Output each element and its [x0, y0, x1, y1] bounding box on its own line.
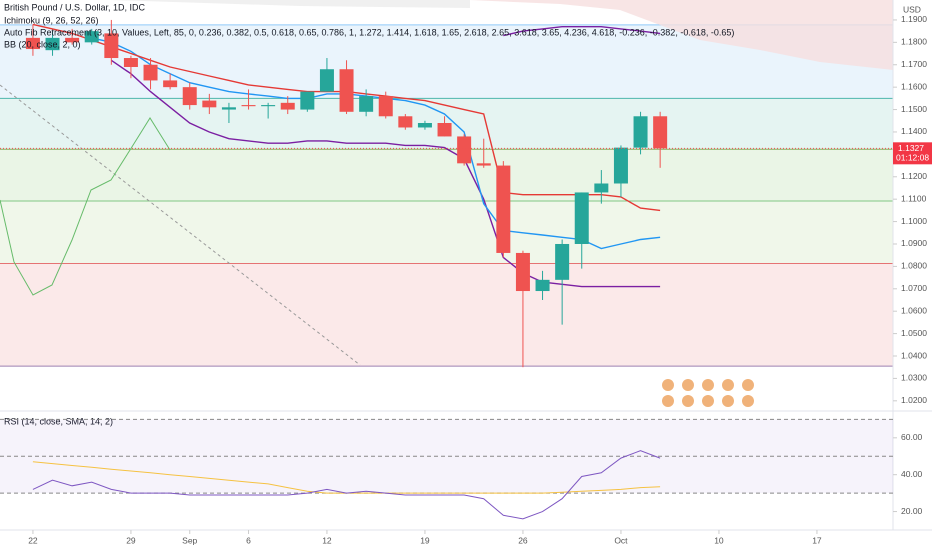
candle-body: [457, 136, 472, 164]
rsi-line: [32, 450, 661, 520]
candle-body: [535, 279, 550, 292]
fib-band: [0, 263, 893, 367]
candle-body: [398, 116, 413, 128]
x-tick-label: Oct: [614, 535, 628, 545]
x-tick-label: 10: [714, 535, 724, 545]
y-tick-label: 1.1700: [901, 59, 927, 69]
candle-body: [574, 192, 589, 244]
indicator-label: Ichimoku (9, 26, 52, 26): [4, 15, 99, 25]
candle-body: [437, 123, 452, 137]
fib-band: [0, 149, 893, 201]
candle-body: [143, 64, 158, 81]
candle-body: [104, 33, 119, 59]
fib-band: [0, 200, 893, 264]
countdown-label: 01:12:08: [896, 153, 929, 163]
lagging-span: [0, 117, 171, 296]
overlay-line: [91, 37, 661, 250]
x-tick-label: 17: [812, 535, 822, 545]
candle-body: [653, 116, 668, 149]
indicator-label: BB (20, close, 2, 0): [4, 39, 81, 49]
candle-body: [261, 105, 276, 107]
x-tick-label: 6: [246, 535, 251, 545]
overlay-line: [503, 26, 661, 37]
candle-body: [378, 96, 393, 117]
y-tick-label: 1.0500: [901, 328, 927, 338]
candle-body: [515, 252, 530, 292]
y-tick-label: 1.1900: [901, 14, 927, 24]
candle-body: [163, 80, 178, 88]
x-tick-label: 19: [420, 535, 430, 545]
rsi-label: RSI (14, close, SMA, 14, 2): [4, 416, 113, 426]
foreground-layer: [25, 19, 668, 368]
y-tick-label: 1.1400: [901, 126, 927, 136]
x-tick-label: 26: [518, 535, 528, 545]
trend-line: [0, 84, 361, 366]
candle-body: [84, 31, 99, 43]
candle-body: [594, 183, 609, 193]
last-price-box: [893, 142, 932, 165]
indicator-label: Auto Fib Retracement (3, 10, Values, Lef…: [4, 27, 734, 37]
x-tick-label: 29: [126, 535, 136, 545]
candle-body: [555, 243, 570, 280]
y-tick-label: 1.1800: [901, 37, 927, 47]
candle-body: [182, 87, 197, 106]
y-tick-label: 1.0800: [901, 261, 927, 271]
y-tick-label: 1.0200: [901, 395, 927, 405]
ichimoku-cloud: [110, 0, 470, 8]
ichimoku-cloud: [470, 0, 893, 70]
x-tick-label: 22: [28, 535, 38, 545]
candle-body: [319, 69, 334, 92]
candle-body: [476, 163, 491, 166]
candle-body: [241, 105, 256, 107]
candle-body: [45, 37, 60, 51]
candle-body: [280, 102, 295, 110]
candle-body: [496, 165, 511, 253]
overlay-line: [110, 59, 661, 288]
event-icons: [662, 379, 754, 407]
x-tick-label: 12: [322, 535, 332, 545]
y-tick-label: 60.00: [901, 432, 923, 442]
candle-body: [339, 69, 354, 112]
candle-body: [300, 91, 315, 110]
candle-body: [417, 123, 432, 128]
y-tick-label: 1.0600: [901, 305, 927, 315]
y-tick-label: 1.0400: [901, 350, 927, 360]
candle-body: [359, 96, 374, 112]
candle-body: [123, 58, 138, 67]
x-tick-label: Sep: [182, 535, 197, 545]
y-tick-label: 1.0700: [901, 283, 927, 293]
candle-body: [633, 116, 648, 148]
candle-body: [65, 37, 80, 43]
last-price-label: 1.1327: [898, 143, 924, 153]
chart-title: British Pound / U.S. Dollar, 1D, IDC: [4, 2, 146, 12]
y-tick-label: 1.1100: [901, 193, 927, 203]
currency-label: USD: [903, 4, 921, 14]
y-tick-label: 1.0300: [901, 373, 927, 383]
y-tick-label: 40.00: [901, 469, 923, 479]
candle-body: [25, 37, 40, 50]
candle-body: [613, 147, 628, 184]
y-tick-label: 1.1500: [901, 104, 927, 114]
y-tick-label: 1.1600: [901, 81, 927, 91]
y-tick-label: 1.0900: [901, 238, 927, 248]
y-tick-label: 1.1200: [901, 171, 927, 181]
candle-body: [221, 107, 236, 110]
y-tick-label: 1.1000: [901, 216, 927, 226]
y-tick-label: 20.00: [901, 506, 923, 516]
candle-body: [202, 100, 217, 108]
